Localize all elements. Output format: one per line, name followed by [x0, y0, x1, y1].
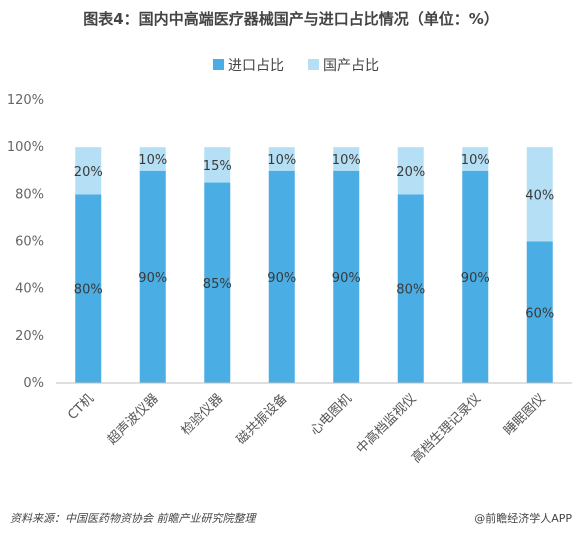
data-label: 40%: [525, 188, 554, 203]
legend-label-0: 进口占比: [228, 58, 284, 74]
data-label: 10%: [138, 153, 167, 168]
bar-segment-domestic: [139, 147, 166, 171]
legend-label-1: 国产占比: [323, 58, 379, 74]
bar-segment-domestic: [204, 147, 231, 183]
data-label: 85%: [203, 277, 232, 292]
y-tick-label: 80%: [15, 187, 44, 202]
y-tick-label: 0%: [23, 376, 44, 391]
x-category-label: 高档生理记录仪: [408, 391, 484, 467]
data-label: 90%: [332, 271, 361, 286]
bar-segment-import: [397, 194, 424, 383]
data-label: 90%: [461, 271, 490, 286]
x-category-label: 心电图机: [308, 391, 355, 438]
data-label: 80%: [396, 283, 425, 298]
bar-segment-domestic: [526, 147, 553, 242]
data-label: 80%: [74, 283, 103, 298]
bar-segment-import: [526, 241, 553, 383]
y-tick-label: 120%: [7, 93, 44, 108]
data-label: 10%: [267, 153, 296, 168]
x-category-label: 超声波仪器: [105, 391, 162, 448]
chart-title: 图表4：国内中高端医疗器械国产与进口占比情况（单位：%）: [83, 10, 499, 28]
x-category-label: 磁共振设备: [233, 391, 290, 448]
data-label: 20%: [74, 165, 103, 180]
bar-segment-domestic: [268, 147, 295, 171]
bar-segment-domestic: [333, 147, 360, 171]
data-label: 90%: [267, 271, 296, 286]
legend-swatch-1: [308, 59, 319, 70]
credit: @前瞻经济学人APP: [474, 512, 572, 525]
y-tick-label: 20%: [15, 329, 44, 344]
bar-segment-domestic: [397, 147, 424, 195]
data-label: 15%: [203, 159, 232, 174]
data-label: 90%: [138, 271, 167, 286]
y-tick-label: 100%: [7, 140, 44, 155]
bar-segment-import: [139, 170, 166, 383]
x-category-label: 睡眠图仪: [501, 391, 548, 438]
bar-segment-import: [333, 170, 360, 383]
data-label: 10%: [461, 153, 490, 168]
x-category-label: CT机: [65, 391, 97, 423]
bar-segment-import: [204, 182, 231, 383]
legend: 进口占比 国产占比: [213, 58, 379, 74]
bar-segment-import: [462, 170, 489, 383]
y-tick-label: 40%: [15, 282, 44, 297]
data-label: 10%: [332, 153, 361, 168]
legend-swatch-0: [213, 59, 224, 70]
bar-segment-import: [75, 194, 102, 383]
bars: 80% 20% 90% 10% 85% 15% 90% 10% 90% 10% 80% 20% 90% 1…: [74, 147, 554, 383]
x-category-label: 检验仪器: [178, 391, 226, 439]
bar-segment-import: [268, 170, 295, 383]
y-axis: 0% 20% 40% 60% 80% 100% 120%: [7, 93, 44, 391]
source-note: 资料来源：中国医药物资协会 前瞻产业研究院整理: [10, 512, 256, 525]
bar-segment-domestic: [75, 147, 102, 195]
y-tick-label: 60%: [15, 235, 44, 250]
data-label: 60%: [525, 306, 554, 321]
data-label: 20%: [396, 165, 425, 180]
bar-segment-domestic: [462, 147, 489, 171]
x-category-label: 中高档监视仪: [353, 391, 419, 457]
